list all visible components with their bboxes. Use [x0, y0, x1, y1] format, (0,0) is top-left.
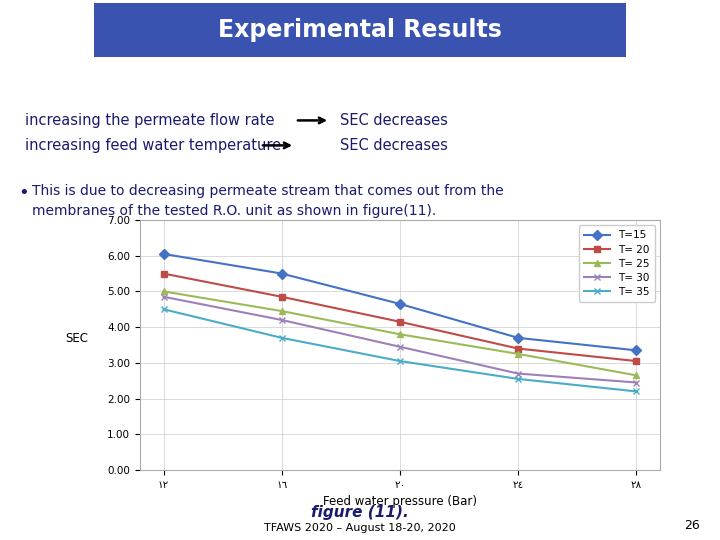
T= 35	[277, 335, 286, 341]
T= 25	[277, 308, 286, 314]
Line: T=15: T=15	[160, 251, 640, 354]
T= 25	[159, 288, 168, 295]
T= 25	[396, 331, 405, 338]
T=15	[632, 347, 641, 354]
Text: This is due to decreasing permeate stream that comes out from the: This is due to decreasing permeate strea…	[32, 184, 503, 198]
X-axis label: Feed water pressure (Bar): Feed water pressure (Bar)	[323, 495, 477, 508]
Line: T= 25: T= 25	[160, 288, 640, 379]
T= 30	[277, 317, 286, 323]
T=15	[396, 301, 405, 307]
T= 25	[514, 350, 523, 357]
T= 25	[632, 372, 641, 379]
T= 20	[159, 271, 168, 277]
T=15	[159, 251, 168, 257]
Line: T= 35: T= 35	[160, 306, 640, 395]
Text: SEC decreases: SEC decreases	[340, 113, 448, 128]
T= 30	[396, 343, 405, 350]
Text: •: •	[18, 184, 29, 202]
T= 20	[396, 319, 405, 325]
T= 35	[632, 388, 641, 395]
T= 35	[514, 376, 523, 382]
T=15	[277, 271, 286, 277]
Legend: T=15, T= 20, T= 25, T= 30, T= 35: T=15, T= 20, T= 25, T= 30, T= 35	[578, 225, 654, 302]
Text: increasing the permeate flow rate: increasing the permeate flow rate	[25, 113, 274, 128]
T= 35	[396, 358, 405, 365]
T= 20	[514, 346, 523, 352]
Y-axis label: SEC: SEC	[66, 332, 89, 345]
Line: T= 20: T= 20	[160, 270, 640, 364]
T= 30	[514, 370, 523, 377]
Text: membranes of the tested R.O. unit as shown in figure(11).: membranes of the tested R.O. unit as sho…	[32, 204, 436, 218]
Text: Experimental Results: Experimental Results	[218, 18, 502, 42]
T= 35	[159, 306, 168, 313]
Text: SEC decreases: SEC decreases	[340, 138, 448, 153]
T= 20	[632, 358, 641, 365]
T= 30	[159, 294, 168, 300]
Bar	[94, 3, 626, 57]
T= 30	[632, 379, 641, 386]
Text: TFAWS 2020 – August 18-20, 2020: TFAWS 2020 – August 18-20, 2020	[264, 523, 456, 533]
Line: T= 30: T= 30	[160, 293, 640, 386]
Text: 26: 26	[684, 519, 700, 532]
T= 20	[277, 294, 286, 300]
Text: increasing feed water temperature: increasing feed water temperature	[25, 138, 281, 153]
T=15	[514, 335, 523, 341]
Text: figure (11).: figure (11).	[311, 504, 409, 519]
